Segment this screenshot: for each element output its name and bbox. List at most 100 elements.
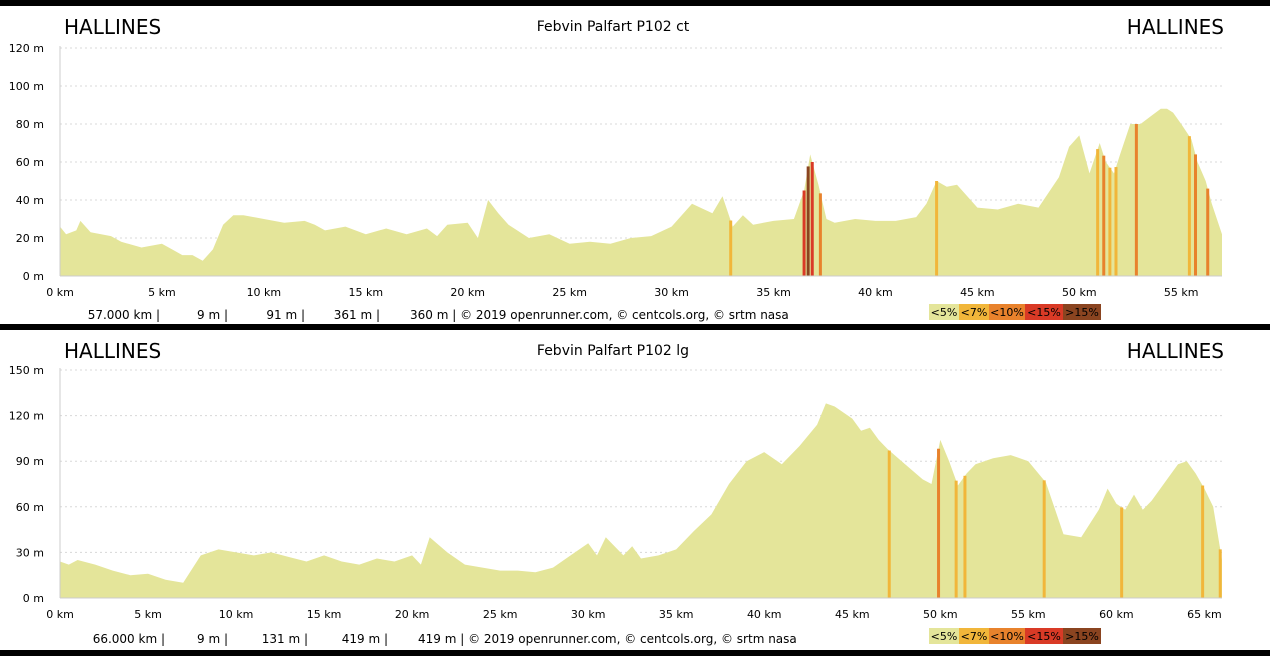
legend-swatch: [989, 304, 1025, 320]
x-tick-label: 25 km: [552, 286, 587, 299]
elevation-area: [60, 108, 1222, 276]
x-tick-label: 10 km: [219, 608, 254, 621]
legend-label: >15%: [1065, 630, 1099, 643]
steep-section: [935, 181, 939, 276]
x-tick-label: 0 km: [46, 286, 74, 299]
steep-section: [954, 480, 958, 598]
x-tick-label: 15 km: [307, 608, 342, 621]
steep-section: [806, 166, 810, 276]
y-tick-label: 60 m: [16, 501, 44, 514]
steep-section: [1201, 485, 1205, 598]
y-tick-label: 150 m: [9, 364, 44, 377]
profile-panel-lg: HALLINES HALLINES Febvin Palfart P102 lg…: [0, 330, 1270, 648]
footer-descent-copyright: 419 m | © 2019 openrunner.com, © centcol…: [418, 632, 797, 646]
legend-label: >15%: [1065, 306, 1099, 319]
footer-ascent: 419 m |: [342, 632, 388, 646]
legend-swatch: [1025, 628, 1063, 644]
x-tick-label: 50 km: [1062, 286, 1097, 299]
steep-section: [1218, 549, 1222, 598]
footer-distance: 66.000 km |: [93, 632, 165, 646]
y-tick-label: 60 m: [16, 156, 44, 169]
x-tick-label: 15 km: [348, 286, 383, 299]
elevation-chart-ct: HALLINES HALLINES Febvin Palfart P102 ct…: [9, 15, 1224, 322]
elevation-area: [60, 403, 1222, 598]
footer-min-altitude: 9 m |: [197, 632, 228, 646]
legend-swatch: [959, 304, 989, 320]
steep-section: [818, 193, 822, 276]
end-place-label: HALLINES: [1127, 339, 1224, 363]
legend-swatch: [929, 304, 959, 320]
steep-section: [937, 448, 941, 598]
x-tick-label: 5 km: [148, 286, 176, 299]
steep-section: [802, 190, 806, 276]
x-tick-label: 55 km: [1011, 608, 1046, 621]
top-band: [0, 0, 1270, 6]
legend-label: <15%: [1027, 306, 1061, 319]
x-tick-label: 55 km: [1164, 286, 1199, 299]
start-place-label: HALLINES: [64, 15, 161, 39]
footer-distance: 57.000 km |: [88, 308, 160, 322]
legend-label: <15%: [1027, 630, 1061, 643]
legend-swatch: [959, 628, 989, 644]
y-tick-label: 40 m: [16, 194, 44, 207]
legend-swatch: [1063, 304, 1101, 320]
x-tick-label: 5 km: [134, 608, 162, 621]
y-tick-label: 100 m: [9, 80, 44, 93]
footer-ascent: 361 m |: [334, 308, 380, 322]
legend-swatch: [989, 628, 1025, 644]
footer-max-altitude: 91 m |: [266, 308, 305, 322]
legend-swatch: [1063, 628, 1101, 644]
legend-label: <10%: [990, 306, 1024, 319]
steep-section: [1193, 154, 1197, 276]
plot-area: 0 m 30 m 60 m 90 m 120 m 150 m 0 km 5 km 10 km 15…: [9, 364, 1222, 621]
chart-title: Febvin Palfart P102 lg: [537, 343, 689, 359]
legend-label: <5%: [931, 306, 958, 319]
steep-section: [887, 450, 891, 598]
steep-section: [1114, 167, 1118, 276]
y-tick-label: 20 m: [16, 232, 44, 245]
steep-section: [1206, 188, 1210, 276]
end-place-label: HALLINES: [1127, 15, 1224, 39]
x-tick-label: 60 km: [1099, 608, 1134, 621]
steep-section: [1120, 507, 1124, 598]
x-tick-label: 20 km: [395, 608, 430, 621]
steep-section: [1042, 480, 1046, 598]
chart-title: Febvin Palfart P102 ct: [537, 19, 690, 35]
legend-label: <7%: [961, 306, 988, 319]
y-tick-label: 80 m: [16, 118, 44, 131]
x-tick-label: 25 km: [483, 608, 518, 621]
legend-swatch: [1025, 304, 1063, 320]
y-tick-label: 30 m: [16, 546, 44, 559]
plot-area: 0 m 20 m 40 m 60 m 80 m 100 m 120 m 0 km 5 km 10 …: [9, 42, 1222, 299]
y-tick-label: 120 m: [9, 42, 44, 55]
slope-legend: <5% <7% <10% <15% >15%: [929, 304, 1101, 320]
x-tick-label: 35 km: [659, 608, 694, 621]
x-tick-label: 10 km: [247, 286, 282, 299]
steep-section: [810, 162, 814, 276]
x-tick-label: 45 km: [835, 608, 870, 621]
elevation-chart-lg: HALLINES HALLINES Febvin Palfart P102 lg…: [9, 339, 1224, 646]
start-place-label: HALLINES: [64, 339, 161, 363]
x-tick-label: 35 km: [756, 286, 791, 299]
footer-min-altitude: 9 m |: [197, 308, 228, 322]
legend-label: <10%: [990, 630, 1024, 643]
legend-swatch: [929, 628, 959, 644]
x-tick-label: 30 km: [654, 286, 689, 299]
bottom-band: [0, 650, 1270, 656]
steep-section: [1108, 167, 1112, 276]
y-tick-label: 0 m: [23, 592, 44, 605]
legend-label: <5%: [931, 630, 958, 643]
steep-section: [729, 220, 733, 276]
x-tick-label: 40 km: [747, 608, 782, 621]
y-tick-label: 120 m: [9, 410, 44, 423]
footer-max-altitude: 131 m |: [262, 632, 308, 646]
y-tick-label: 90 m: [16, 455, 44, 468]
y-tick-label: 0 m: [23, 270, 44, 283]
x-tick-label: 65 km: [1187, 608, 1222, 621]
steep-section: [1096, 149, 1100, 276]
slope-legend: <5% <7% <10% <15% >15%: [929, 628, 1101, 644]
middle-band: [0, 324, 1270, 330]
steep-section: [963, 475, 967, 598]
legend-label: <7%: [961, 630, 988, 643]
